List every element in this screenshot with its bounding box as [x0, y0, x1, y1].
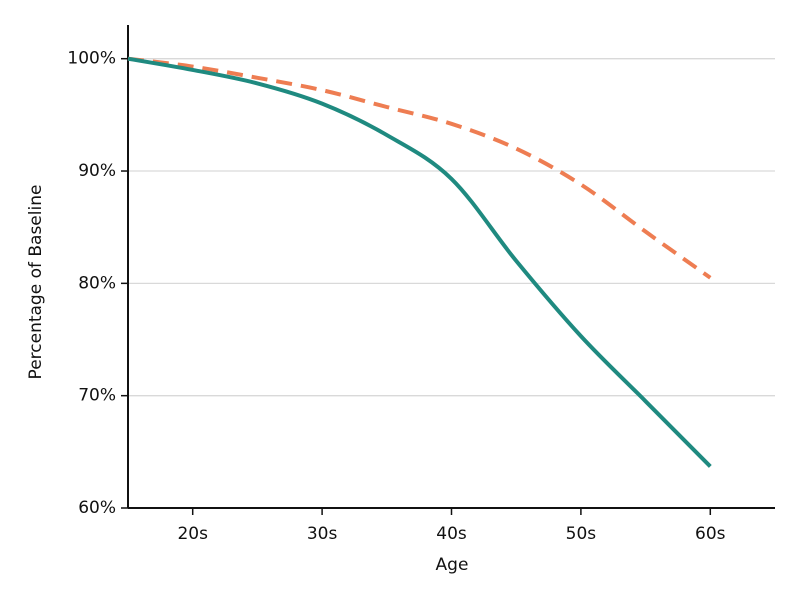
y-axis-label: Percentage of Baseline: [26, 185, 46, 380]
x-axis-label: Age: [436, 555, 469, 575]
x-tick-label: 20s: [177, 524, 208, 544]
x-tick-label: 60s: [695, 524, 726, 544]
line: [127, 56, 712, 468]
x-tick-label: 40s: [436, 524, 467, 544]
y-tick-label: 60%: [78, 498, 116, 518]
y-tick-label: 70%: [78, 386, 116, 406]
y-tick-label: 90%: [78, 161, 116, 181]
x-tick-label: 30s: [307, 524, 338, 544]
y-tick-label: 80%: [78, 273, 116, 293]
x-tick-label: 50s: [566, 524, 597, 544]
y-tick-label: 100%: [67, 49, 116, 69]
line: [127, 56, 712, 280]
